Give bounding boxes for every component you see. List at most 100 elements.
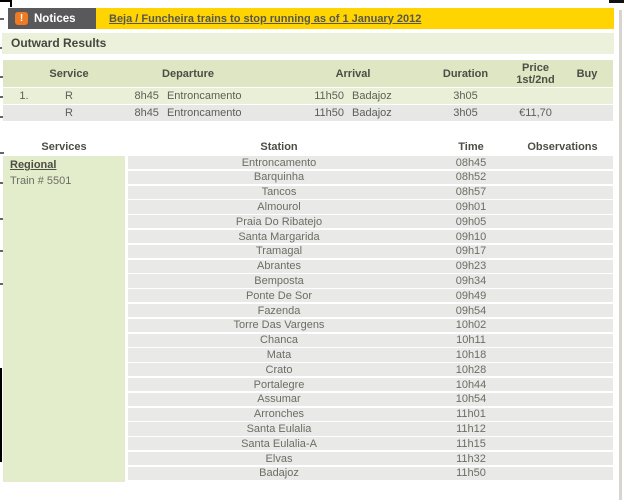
service-type-link[interactable]: Regional (10, 159, 57, 171)
stop-time: 09h05 (455, 215, 487, 228)
stop-station: Elvas (265, 452, 293, 465)
outward-results-rows: 1. R 8h45 Entroncamento 11h50 Badajoz 3h… (3, 88, 613, 121)
stop-time: 10h44 (455, 378, 487, 391)
result-arrival: 11h50 Badajoz (283, 107, 423, 119)
stop-row: Torre Das Vargens 10h02 (128, 318, 613, 333)
stop-row: Tancos 08h57 (128, 185, 613, 199)
column-header-services: Services (41, 140, 87, 153)
stop-time: 10h28 (455, 363, 487, 376)
scan-tick (0, 283, 4, 285)
outward-results-table: Service Departure Arrival Duration Price… (3, 60, 613, 121)
stop-time: 08h45 (455, 156, 487, 169)
stop-row: Praia Do Ribatejo 09h05 (128, 215, 613, 229)
stop-station: Abrantes (256, 260, 302, 273)
alert-icon: ! (15, 12, 28, 25)
column-header-departure: Departure (162, 67, 214, 80)
stops-list: Entroncamento 08h45 Barquinha 08h52 Tanc… (128, 156, 613, 482)
scan-tick (0, 96, 4, 98)
result-arrival-time: 11h50 (314, 90, 344, 102)
result-departure-time: 8h45 (134, 90, 159, 102)
train-number: Train # 5501 (10, 175, 72, 187)
column-header-observations: Observations (527, 140, 598, 153)
stop-row: Elvas 11h32 (128, 451, 613, 466)
stop-time: 09h17 (455, 245, 487, 258)
notices-button[interactable]: ! Notices (8, 8, 96, 29)
column-header-duration: Duration (442, 67, 489, 80)
page-title: Outward Results (2, 33, 614, 54)
detail-table: Regional Train # 5501 Entroncamento 08h4… (3, 156, 613, 482)
stop-row: Santa Eulalia 11h12 (128, 422, 613, 436)
notices-button-label: Notices (34, 12, 76, 25)
result-departure-station: Entroncamento (166, 107, 242, 119)
scan-tick (0, 76, 4, 78)
result-duration: 3h05 (453, 90, 478, 102)
stop-row: Assumar 10h54 (128, 392, 613, 407)
result-service: R (65, 90, 73, 102)
result-price: €11,70 (519, 107, 552, 119)
column-header-station: Station (260, 140, 298, 153)
column-header-arrival: Arrival (335, 67, 371, 80)
stop-station: Assumar (257, 393, 301, 406)
stop-station: Barquinha (253, 171, 305, 184)
result-arrival-station: Badajoz (352, 90, 392, 102)
stop-time: 09h01 (455, 201, 487, 214)
column-header-price: Price 1st/2nd (508, 62, 563, 86)
result-number: 1. (19, 90, 29, 102)
stop-time: 09h49 (455, 289, 487, 302)
stop-time: 10h54 (455, 393, 487, 406)
stop-station: Entroncamento (241, 156, 317, 169)
scan-tick (0, 250, 4, 252)
stop-station: Fazenda (257, 304, 301, 317)
column-header-buy: Buy (576, 67, 598, 80)
stop-station: Almourol (257, 201, 301, 214)
stop-row: Abrantes 09h23 (128, 259, 613, 273)
outward-results-header-row: Service Departure Arrival Duration Price… (3, 60, 613, 87)
stop-station: Ponte De Sor (245, 289, 313, 302)
stop-time: 10h11 (456, 334, 486, 347)
stop-station: Badajoz (259, 467, 299, 480)
scan-tick (0, 18, 4, 20)
stop-row: Arronches 11h01 (128, 407, 613, 421)
stop-station: Santa Eulalia-A (241, 437, 317, 450)
column-header-time: Time (458, 140, 484, 153)
notice-link[interactable]: Beja / Funcheira trains to stop running … (109, 12, 422, 25)
result-departure-station: Entroncamento (166, 90, 242, 102)
result-row[interactable]: 1. R 8h45 Entroncamento 11h50 Badajoz 3h… (3, 88, 613, 104)
stop-row: Portalegre 10h44 (128, 377, 613, 392)
stop-row: Badajoz 11h50 (128, 466, 613, 481)
stop-row: Santa Margarida 09h10 (128, 229, 613, 244)
scan-tick (0, 116, 4, 118)
stop-time: 09h10 (455, 230, 487, 243)
column-header-price-line2: 1st/2nd (516, 73, 555, 86)
stop-row: Fazenda 09h54 (128, 303, 613, 318)
crop-mark-top-left-vertical (10, 0, 12, 7)
stop-station: Chanca (260, 334, 298, 347)
scan-tick (0, 152, 4, 154)
stop-station: Santa Margarida (238, 230, 320, 243)
stop-row: Tramagal 09h17 (128, 244, 613, 259)
scan-tick (0, 218, 4, 220)
stop-time: 09h54 (455, 304, 487, 317)
result-departure: 8h45 Entroncamento (93, 107, 283, 119)
result-arrival: 11h50 Badajoz (283, 90, 423, 102)
stop-row: Entroncamento 08h45 (128, 156, 613, 170)
stop-time: 09h34 (455, 275, 487, 288)
stop-row: Crato 10h28 (128, 363, 613, 377)
scan-artifact-left-line (0, 368, 2, 462)
result-row[interactable]: R 8h45 Entroncamento 11h50 Badajoz 3h05 … (3, 105, 613, 121)
stop-time: 10h02 (455, 319, 487, 332)
stop-station: Torre Das Vargens (233, 319, 325, 332)
stop-time: 11h50 (456, 467, 486, 480)
services-panel: Regional Train # 5501 (3, 156, 125, 482)
column-header-price-line1: Price (522, 61, 549, 74)
page-right-border (619, 10, 622, 500)
stop-time: 11h01 (456, 408, 486, 421)
stop-row: Ponte De Sor 09h49 (128, 289, 613, 303)
stop-time: 08h52 (455, 171, 487, 184)
scan-tick (0, 182, 4, 184)
stop-time: 08h57 (455, 186, 487, 199)
result-arrival-station: Badajoz (352, 107, 392, 119)
stop-station: Mata (266, 349, 292, 361)
stop-row: Almourol 09h01 (128, 200, 613, 214)
stop-station: Tancos (261, 186, 297, 199)
